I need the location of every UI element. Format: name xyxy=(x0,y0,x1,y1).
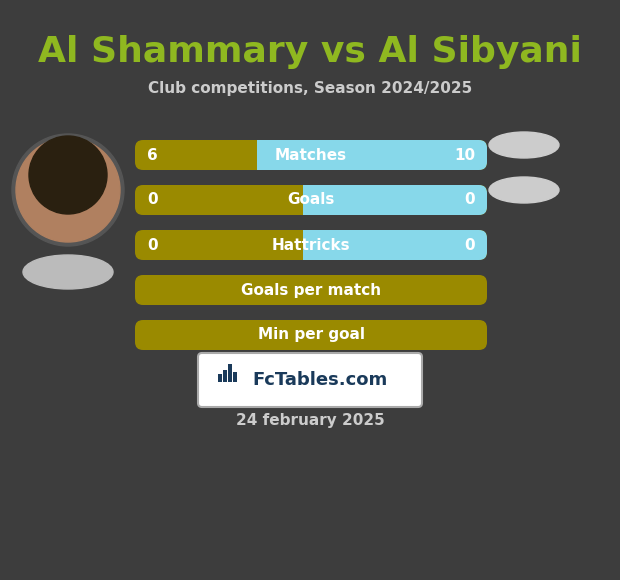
Text: Club competitions, Season 2024/2025: Club competitions, Season 2024/2025 xyxy=(148,81,472,96)
Text: Goals per match: Goals per match xyxy=(241,282,381,298)
Text: Min per goal: Min per goal xyxy=(257,328,365,343)
Text: Goals: Goals xyxy=(287,193,335,208)
Text: Hattricks: Hattricks xyxy=(272,237,350,252)
Ellipse shape xyxy=(489,177,559,203)
FancyBboxPatch shape xyxy=(135,320,487,350)
FancyBboxPatch shape xyxy=(135,185,487,215)
Bar xyxy=(218,374,222,382)
Bar xyxy=(223,370,227,382)
Bar xyxy=(303,230,315,260)
Ellipse shape xyxy=(489,132,559,158)
FancyBboxPatch shape xyxy=(303,185,487,215)
Text: 0: 0 xyxy=(147,237,157,252)
Text: 0: 0 xyxy=(464,193,475,208)
FancyBboxPatch shape xyxy=(303,230,487,260)
Bar xyxy=(257,140,269,170)
Bar xyxy=(228,364,232,382)
Bar xyxy=(233,372,237,382)
Circle shape xyxy=(16,138,120,242)
FancyBboxPatch shape xyxy=(135,275,487,305)
Circle shape xyxy=(12,134,124,246)
Text: Al Shammary vs Al Sibyani: Al Shammary vs Al Sibyani xyxy=(38,35,582,69)
Text: FcTables.com: FcTables.com xyxy=(252,371,388,389)
Text: 10: 10 xyxy=(454,147,475,162)
FancyBboxPatch shape xyxy=(198,353,422,407)
Ellipse shape xyxy=(23,255,113,289)
Circle shape xyxy=(29,136,107,214)
FancyBboxPatch shape xyxy=(257,140,487,170)
Text: 6: 6 xyxy=(147,147,157,162)
Bar xyxy=(303,185,315,215)
Text: 24 february 2025: 24 february 2025 xyxy=(236,412,384,427)
Text: 0: 0 xyxy=(464,237,475,252)
FancyBboxPatch shape xyxy=(135,140,487,170)
Text: 0: 0 xyxy=(147,193,157,208)
Text: Matches: Matches xyxy=(275,147,347,162)
FancyBboxPatch shape xyxy=(135,230,487,260)
